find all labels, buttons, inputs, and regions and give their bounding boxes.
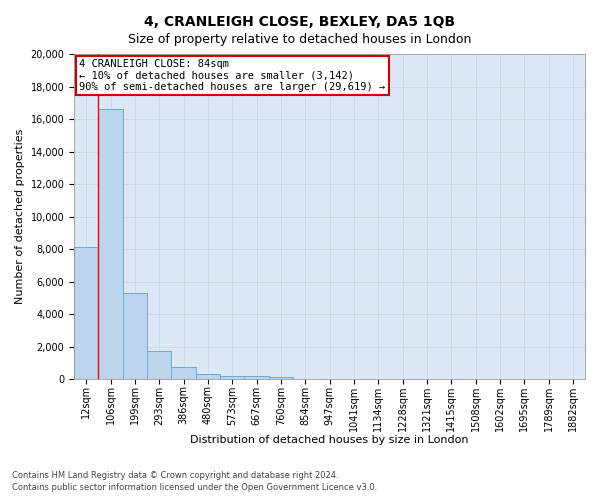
Bar — [123, 293, 147, 379]
Text: Contains public sector information licensed under the Open Government Licence v3: Contains public sector information licen… — [12, 484, 377, 492]
Bar — [269, 376, 293, 379]
Bar — [74, 248, 98, 379]
Text: Contains HM Land Registry data © Crown copyright and database right 2024.: Contains HM Land Registry data © Crown c… — [12, 471, 338, 480]
Text: 4, CRANLEIGH CLOSE, BEXLEY, DA5 1QB: 4, CRANLEIGH CLOSE, BEXLEY, DA5 1QB — [145, 15, 455, 29]
Bar — [172, 368, 196, 379]
X-axis label: Distribution of detached houses by size in London: Distribution of detached houses by size … — [190, 435, 469, 445]
Text: Size of property relative to detached houses in London: Size of property relative to detached ho… — [128, 32, 472, 46]
Bar — [98, 110, 123, 379]
Bar — [244, 376, 269, 379]
Y-axis label: Number of detached properties: Number of detached properties — [15, 129, 25, 304]
Bar — [147, 350, 172, 379]
Bar — [196, 374, 220, 379]
Text: 4 CRANLEIGH CLOSE: 84sqm
← 10% of detached houses are smaller (3,142)
90% of sem: 4 CRANLEIGH CLOSE: 84sqm ← 10% of detach… — [79, 59, 386, 92]
Bar — [220, 376, 244, 379]
